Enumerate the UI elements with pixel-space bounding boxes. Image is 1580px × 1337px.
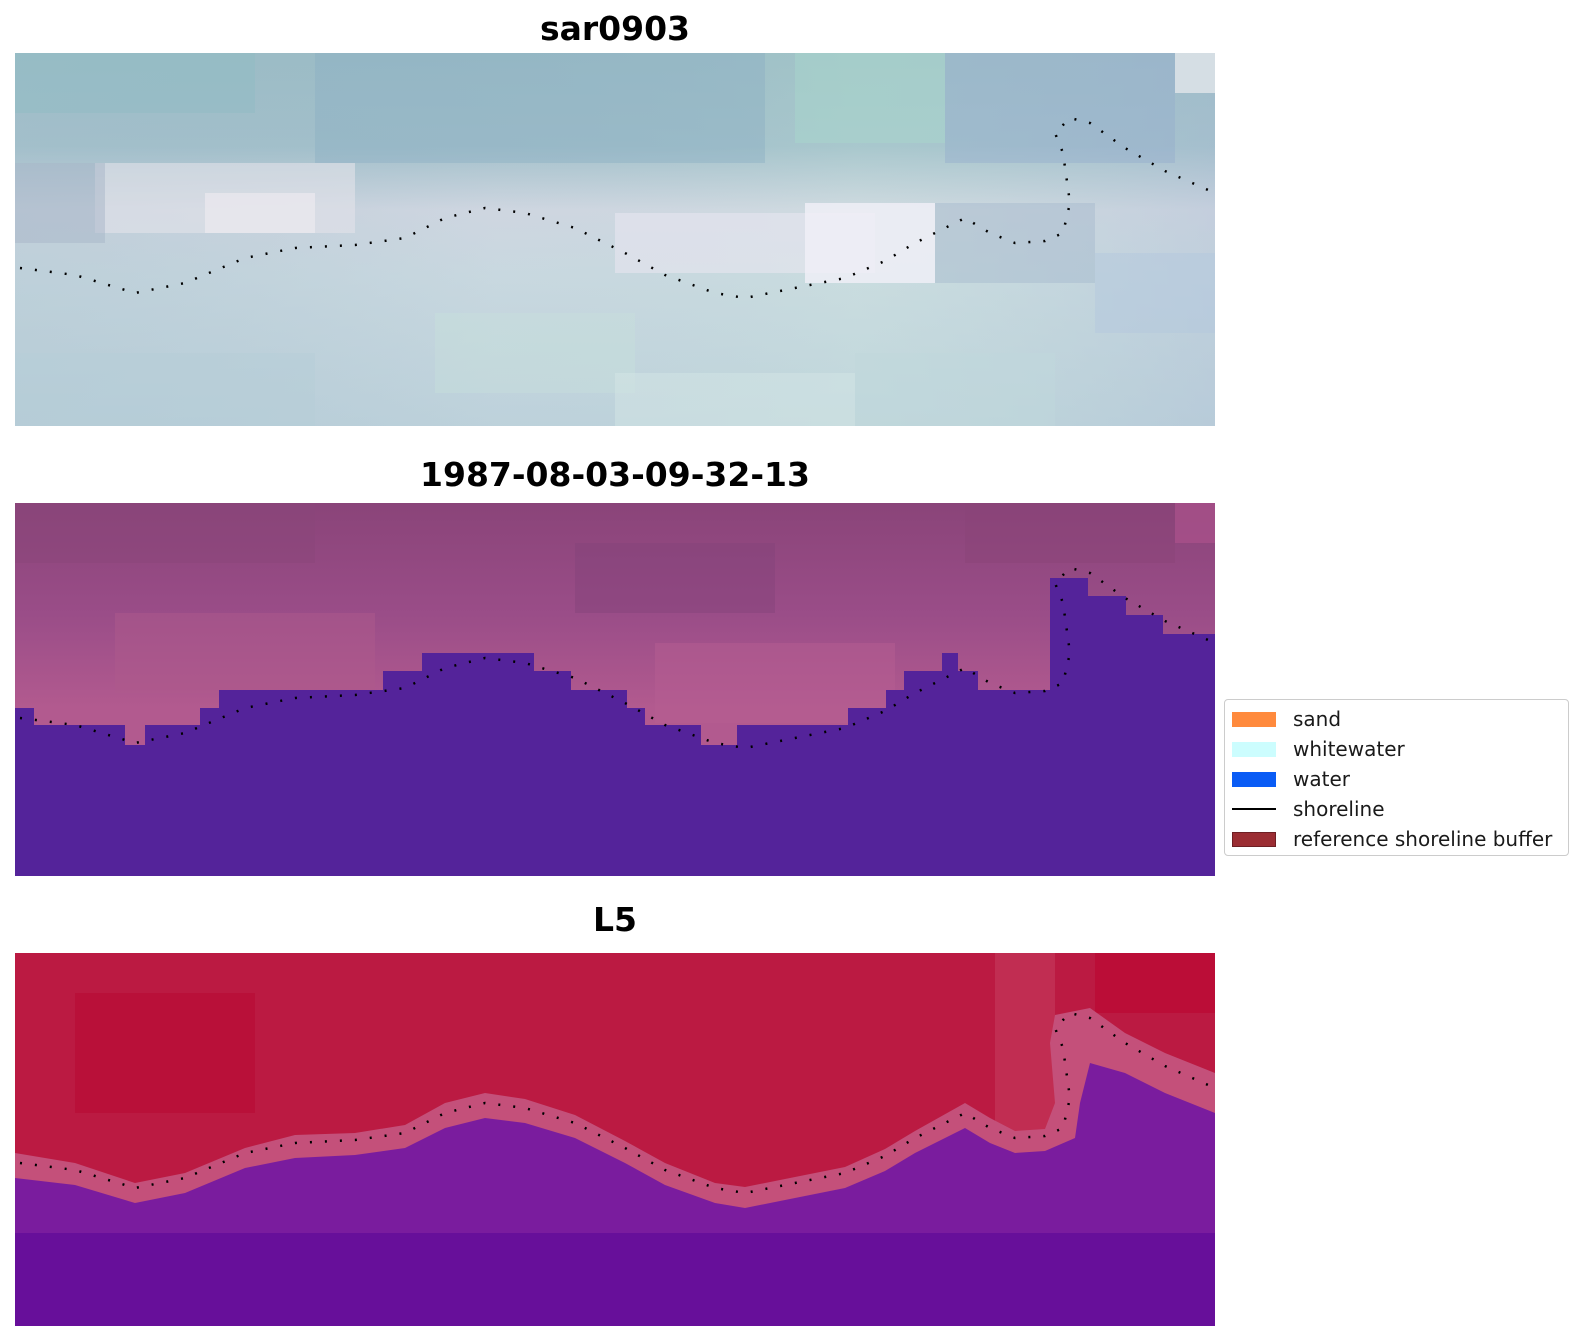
water-swatch xyxy=(1232,771,1276,787)
classification-image-panel xyxy=(15,503,1215,876)
sar-shoreline xyxy=(19,116,1215,300)
sar-texture xyxy=(15,53,1215,426)
classification-shoreline xyxy=(19,566,1215,750)
legend-item-sand: sand xyxy=(1232,707,1342,731)
water-class-region xyxy=(15,578,1215,876)
legend-item-reference-buffer: reference shoreline buffer xyxy=(1232,827,1553,851)
whitewater-swatch xyxy=(1232,741,1276,757)
panel-title-sar: sar0903 xyxy=(539,9,691,48)
panel-title-classification: 1987-08-03-09-32-13 xyxy=(420,455,810,494)
l5-texture xyxy=(75,953,1215,1133)
legend-label-water: water xyxy=(1293,767,1350,791)
legend: sand whitewater water shoreline referenc… xyxy=(1224,699,1569,856)
legend-item-water: water xyxy=(1232,767,1350,791)
legend-item-shoreline: shoreline xyxy=(1232,797,1385,821)
sar-image-panel xyxy=(15,53,1215,426)
legend-label-whitewater: whitewater xyxy=(1293,737,1405,761)
legend-label-sand: sand xyxy=(1293,707,1342,731)
shoreline-line-swatch xyxy=(1232,808,1276,810)
panel-title-l5: L5 xyxy=(593,900,637,939)
legend-item-whitewater: whitewater xyxy=(1232,737,1405,761)
l5-deep-water xyxy=(15,1233,1215,1326)
l5-image-panel xyxy=(15,953,1215,1326)
legend-label-reference-buffer: reference shoreline buffer xyxy=(1293,827,1553,851)
reference-buffer-swatch xyxy=(1232,831,1276,847)
legend-label-shoreline: shoreline xyxy=(1293,797,1385,821)
classification-texture xyxy=(15,503,1215,723)
sand-swatch xyxy=(1232,711,1276,727)
l5-shoreline xyxy=(19,1011,1215,1195)
